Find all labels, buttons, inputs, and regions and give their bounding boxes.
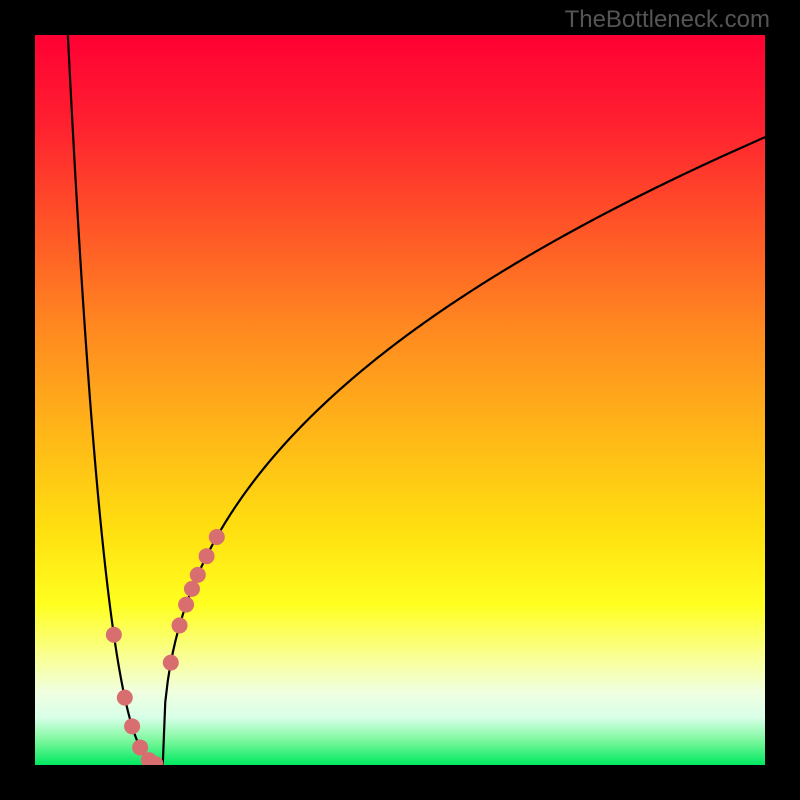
data-marker [172, 617, 188, 633]
data-marker [163, 655, 179, 671]
chart-overlay [35, 35, 765, 765]
watermark-text: TheBottleneck.com [565, 6, 770, 34]
data-marker [117, 690, 133, 706]
data-marker [209, 529, 225, 545]
data-marker [124, 718, 140, 734]
data-marker [199, 548, 215, 564]
data-marker [178, 597, 194, 613]
data-marker [190, 567, 206, 583]
data-marker [184, 581, 200, 597]
plot-area [35, 35, 765, 765]
data-marker [106, 627, 122, 643]
curve-left-branch [68, 35, 163, 765]
figure-root: TheBottleneck.com [0, 0, 800, 800]
marker-group [106, 529, 225, 765]
curve-right-branch [163, 137, 765, 765]
